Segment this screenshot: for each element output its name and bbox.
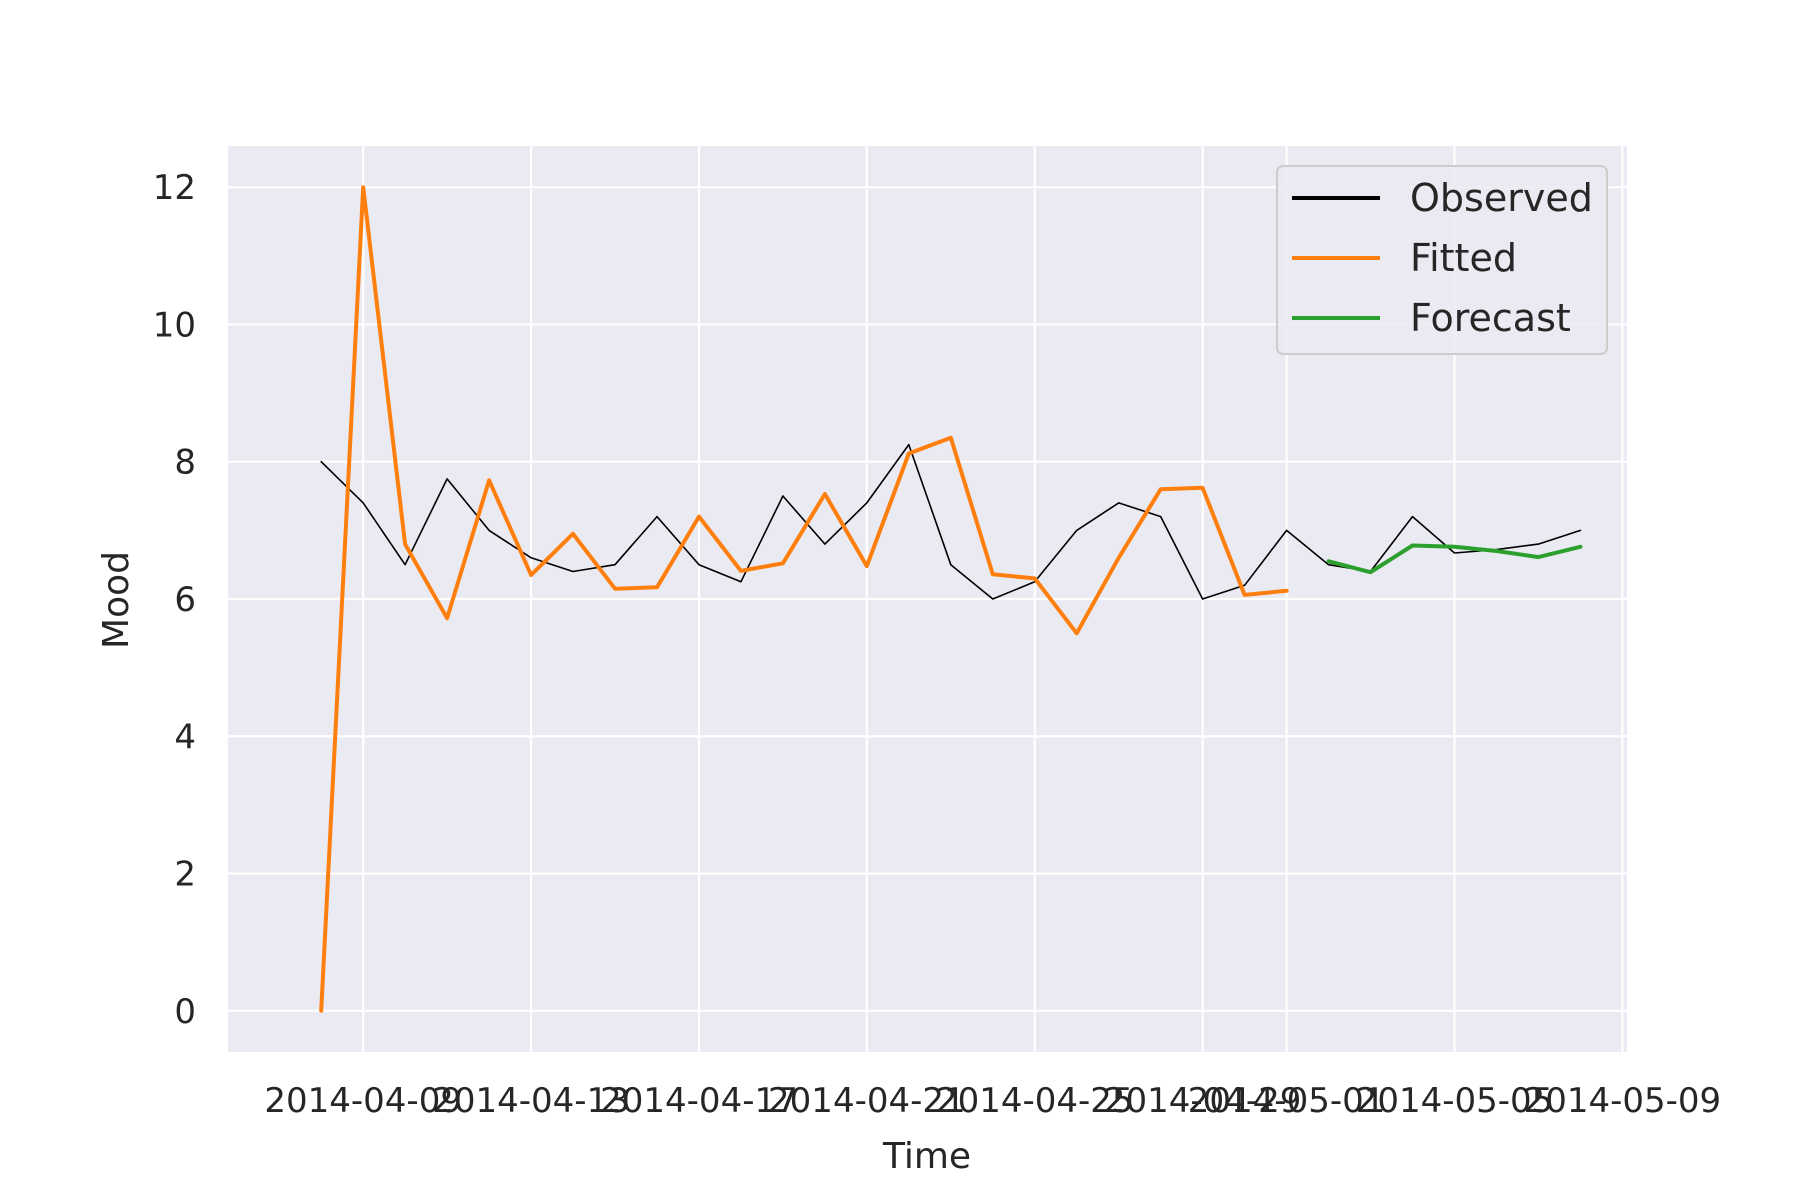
y-tick-label: 12	[153, 168, 196, 208]
y-axis-label: Mood	[96, 551, 137, 649]
legend-box	[1276, 165, 1608, 355]
x-tick-label: 2014-04-09	[264, 1081, 462, 1121]
grid-lines	[228, 146, 1627, 1052]
x-axis-label: Time	[882, 1136, 971, 1177]
series-line-forecast	[1326, 543, 1583, 575]
legend-label-fitted: Fitted	[1410, 236, 1517, 280]
y-tick-label: 4	[174, 717, 196, 757]
y-tick-label: 2	[174, 855, 196, 895]
x-tick-labels: 2014-04-092014-04-132014-04-172014-04-21…	[264, 1081, 1721, 1121]
x-tick-label: 2014-04-29	[1104, 1081, 1302, 1121]
x-tick-label: 2014-05-01	[1188, 1081, 1386, 1121]
legend-label-observed: Observed	[1410, 176, 1593, 220]
x-tick-label: 2014-04-21	[768, 1081, 966, 1121]
x-tick-label: 2014-04-25	[936, 1081, 1134, 1121]
y-tick-label: 8	[174, 443, 196, 483]
y-tick-label: 0	[174, 992, 196, 1032]
x-tick-label: 2014-04-17	[600, 1081, 798, 1121]
y-tick-label: 6	[174, 580, 196, 620]
y-tick-labels: 0 2 4 6 8 10 12	[153, 168, 196, 1032]
legend-label-forecast: Forecast	[1410, 296, 1571, 340]
legend: Observed Fitted Forecast	[1276, 165, 1608, 355]
series-line-fitted	[319, 185, 1289, 1013]
x-tick-label: 2014-04-13	[432, 1081, 630, 1121]
y-tick-label: 10	[153, 305, 196, 345]
x-tick-label: 2014-05-05	[1356, 1081, 1554, 1121]
series-lines	[319, 185, 1583, 1013]
x-tick-label: 2014-05-09	[1524, 1081, 1722, 1121]
